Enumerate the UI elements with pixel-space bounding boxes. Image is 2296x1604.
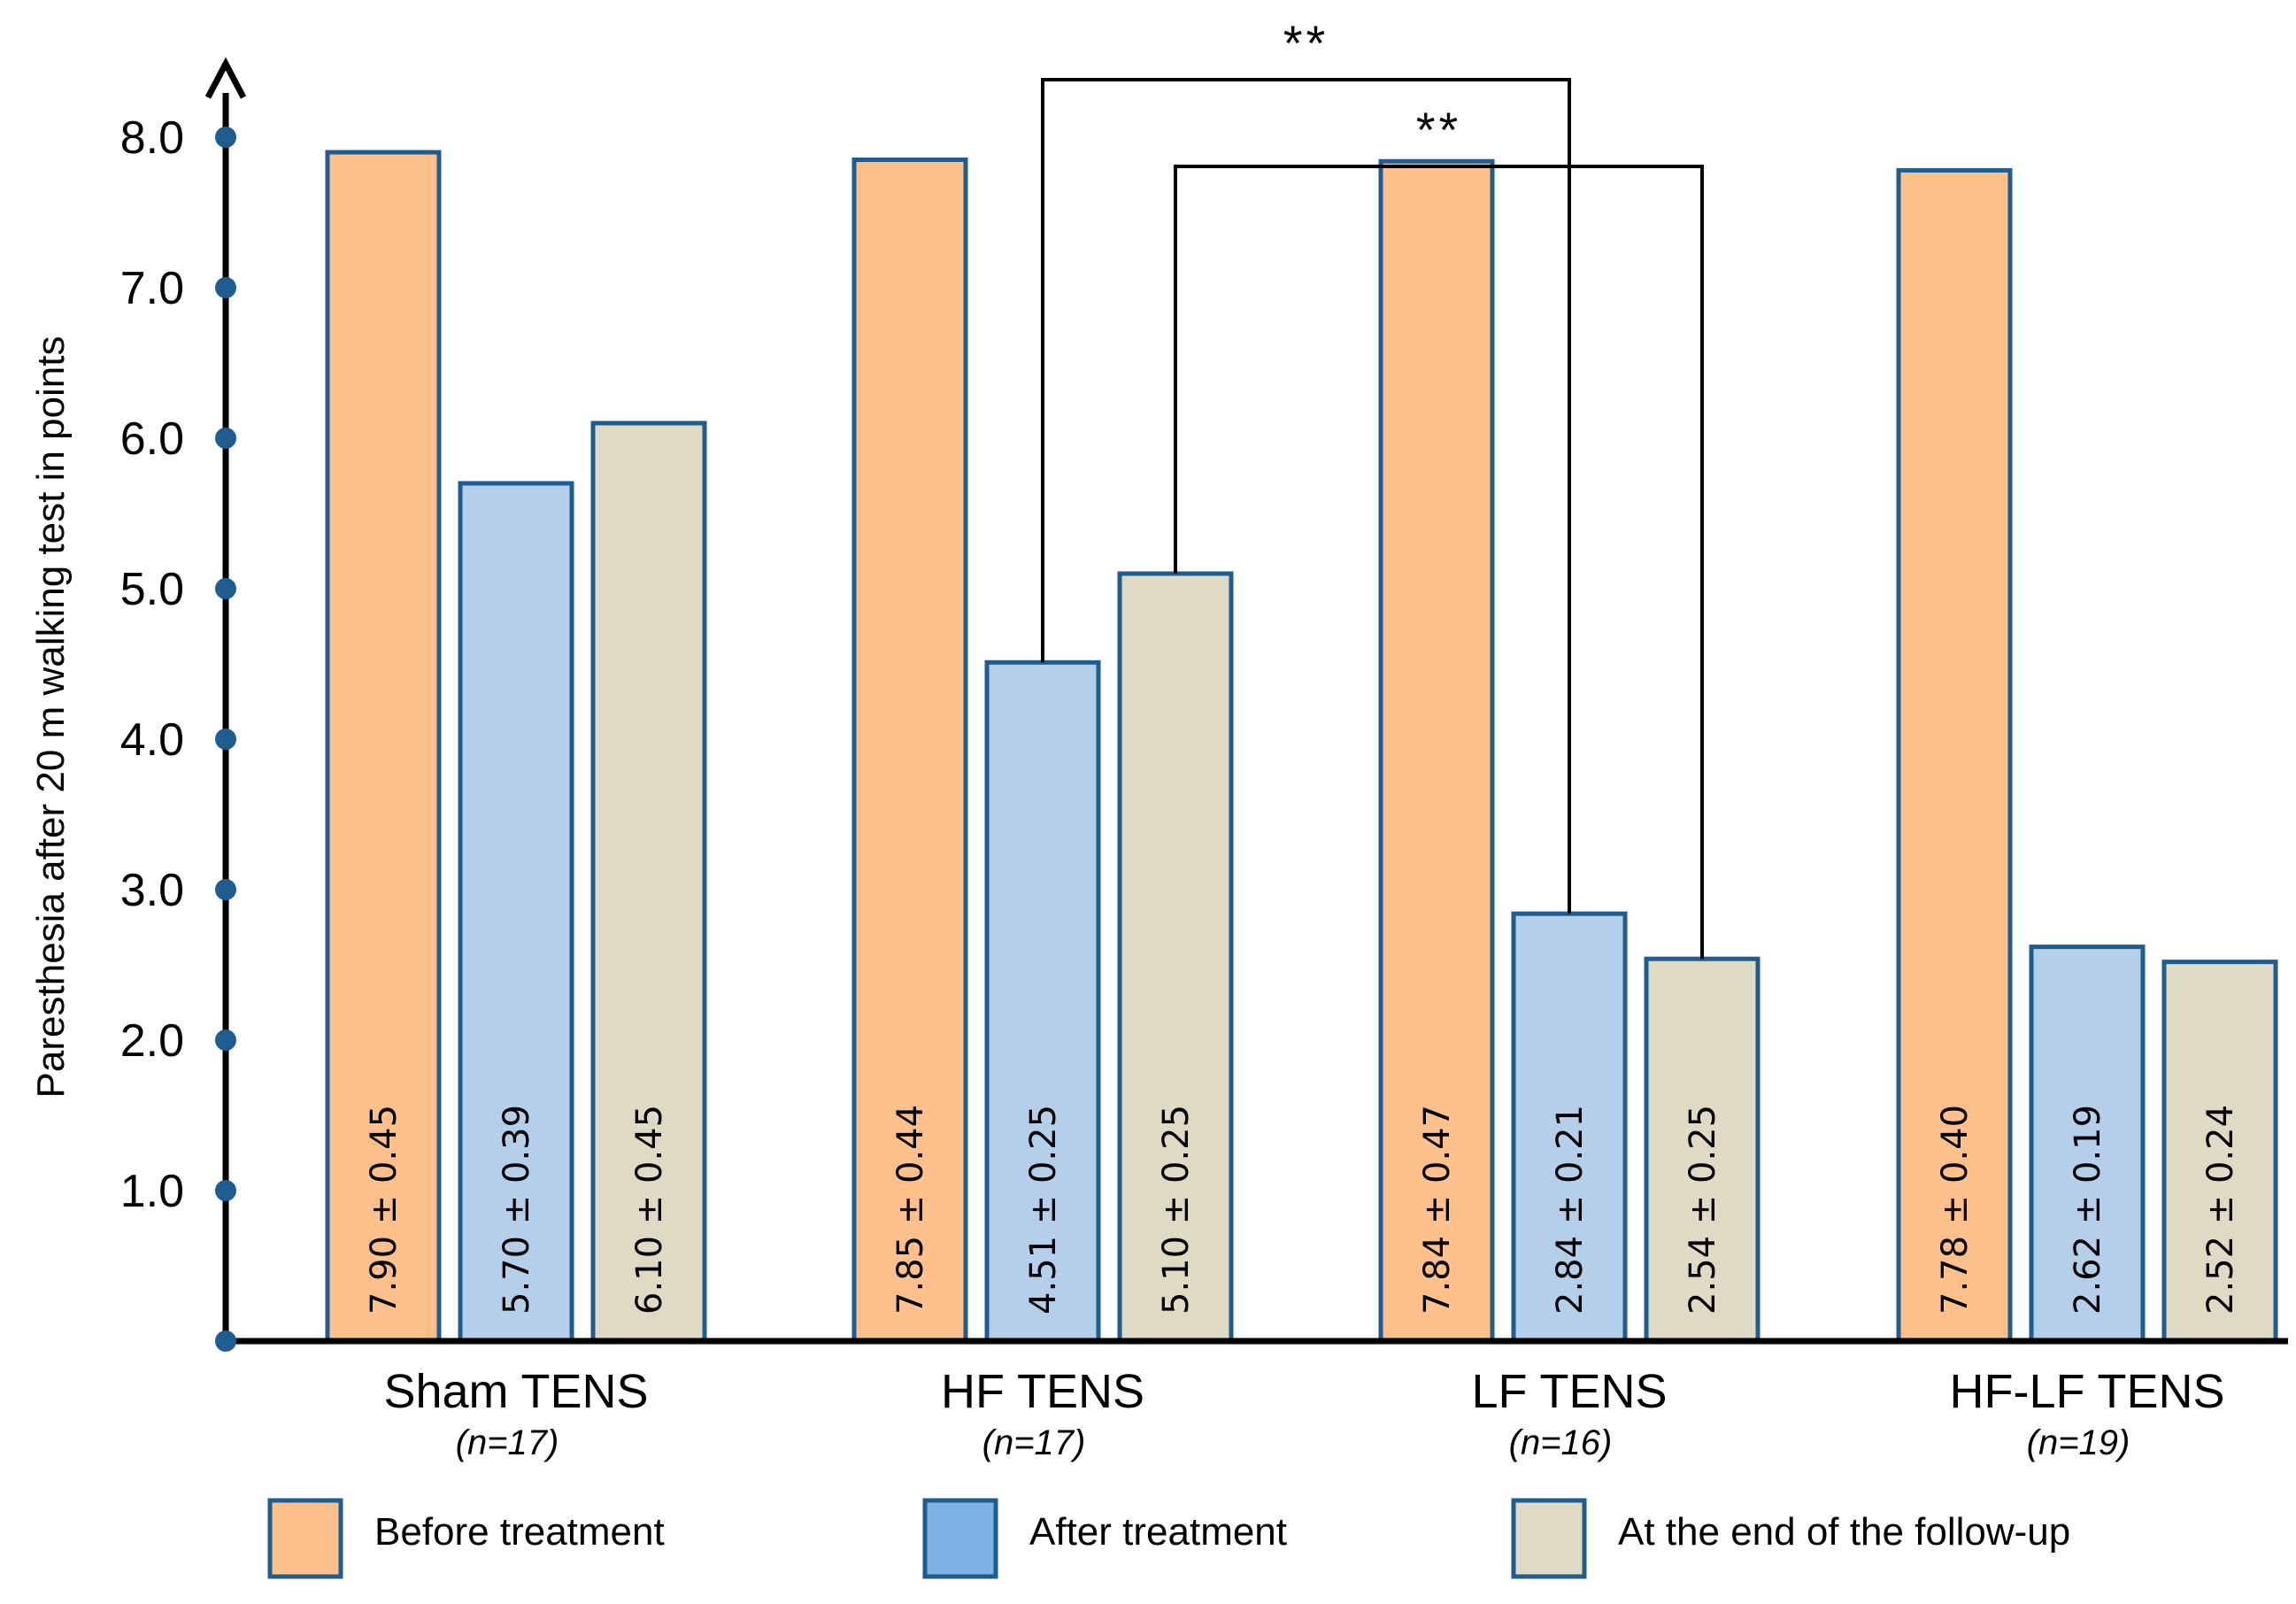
category-n-2: (n=16) [1509, 1423, 1613, 1462]
categories-layer: Sham TENS (n=17) HF TENS (n=17) LF TENS (n=16… [383, 1365, 2224, 1462]
y-tick-label-4: 4.0 [120, 714, 184, 766]
legend-label-2: At the end of the follow-up [1618, 1510, 2070, 1554]
value-label-0-2: 6.10 ± 0.45 [629, 1105, 670, 1315]
value-label-3-0: 7.78 ± 0.40 [1935, 1105, 1976, 1315]
y-tick-dot-5 [215, 578, 236, 599]
bar-0-0 [325, 150, 442, 1344]
y-tick-dot-1 [215, 1180, 236, 1201]
y-axis-label: Paresthesia after 20 m walking test in p… [29, 336, 73, 1099]
bar-2-1 [1511, 911, 1628, 1344]
value-label-3-2: 2.52 ± 0.24 [2200, 1105, 2241, 1315]
y-tick-label-5: 5.0 [120, 564, 184, 615]
significance-bracket-1 [1174, 165, 1704, 960]
y-axis-arrow [204, 57, 247, 99]
bars-layer [325, 150, 2278, 1344]
y-tick-label-2: 2.0 [120, 1015, 184, 1067]
legend: Before treatment After treatment At the en… [267, 1498, 2070, 1579]
bar-3-0 [1896, 167, 2013, 1344]
y-tick-label-7: 7.0 [120, 263, 184, 314]
axes-layer: Paresthesia after 20 m walking test in p… [29, 57, 2288, 1352]
value-label-2-0: 7.84 ± 0.47 [1417, 1105, 1458, 1315]
y-tick-label-6: 6.0 [120, 413, 184, 465]
y-tick-dot-2 [215, 1029, 236, 1051]
value-label-1-2: 5.10 ± 0.25 [1156, 1105, 1197, 1315]
value-labels-layer: 7.90 ± 0.45 5.70 ± 0.39 6.10 ± 0.45 7.85 ± … [364, 1105, 2241, 1315]
y-tick-dot-4 [215, 729, 236, 750]
significance-bracket-0 [1041, 78, 1571, 914]
y-tick-dot-8 [215, 127, 236, 148]
y-tick-label-1: 1.0 [120, 1166, 184, 1217]
value-label-0-0: 7.90 ± 0.45 [364, 1105, 404, 1315]
legend-swatch-0 [267, 1498, 343, 1579]
y-tick-dot-7 [215, 277, 236, 298]
category-label-3: HF-LF TENS [1949, 1365, 2224, 1418]
value-label-2-1: 2.84 ± 0.21 [1550, 1105, 1591, 1315]
value-label-1-1: 4.51 ± 0.25 [1023, 1105, 1064, 1315]
y-tick-label-3: 3.0 [120, 865, 184, 916]
legend-swatch-2 [1511, 1498, 1587, 1579]
significance-layer: ** ** [1041, 15, 1704, 960]
significance-label-0: ** [1283, 15, 1329, 71]
bar-0-1 [458, 481, 574, 1344]
value-label-1-0: 7.85 ± 0.44 [890, 1105, 931, 1315]
y-tick-dot-6 [215, 428, 236, 449]
category-label-0: Sham TENS [383, 1365, 648, 1418]
category-n-0: (n=17) [456, 1423, 559, 1462]
bar-3-2 [2161, 960, 2278, 1344]
bar-1-2 [1117, 571, 1234, 1344]
value-label-2-2: 2.54 ± 0.25 [1683, 1105, 1723, 1315]
y-tick-dot-0 [215, 1330, 236, 1352]
y-tick-label-8: 8.0 [120, 112, 184, 164]
legend-label-1: After treatment [1029, 1510, 1287, 1554]
legend-label-0: Before treatment [374, 1510, 665, 1554]
value-label-3-1: 2.62 ± 0.19 [2068, 1105, 2108, 1315]
significance-label-1: ** [1416, 102, 1462, 158]
value-label-0-1: 5.70 ± 0.39 [497, 1105, 537, 1315]
legend-swatch-1 [922, 1498, 998, 1579]
category-label-2: LF TENS [1471, 1365, 1667, 1418]
category-label-1: HF TENS [941, 1365, 1144, 1418]
category-n-1: (n=17) [982, 1423, 1086, 1462]
bar-3-1 [2029, 945, 2146, 1344]
bar-1-0 [851, 158, 968, 1344]
category-n-3: (n=19) [2027, 1423, 2130, 1462]
y-tick-dot-3 [215, 879, 236, 900]
